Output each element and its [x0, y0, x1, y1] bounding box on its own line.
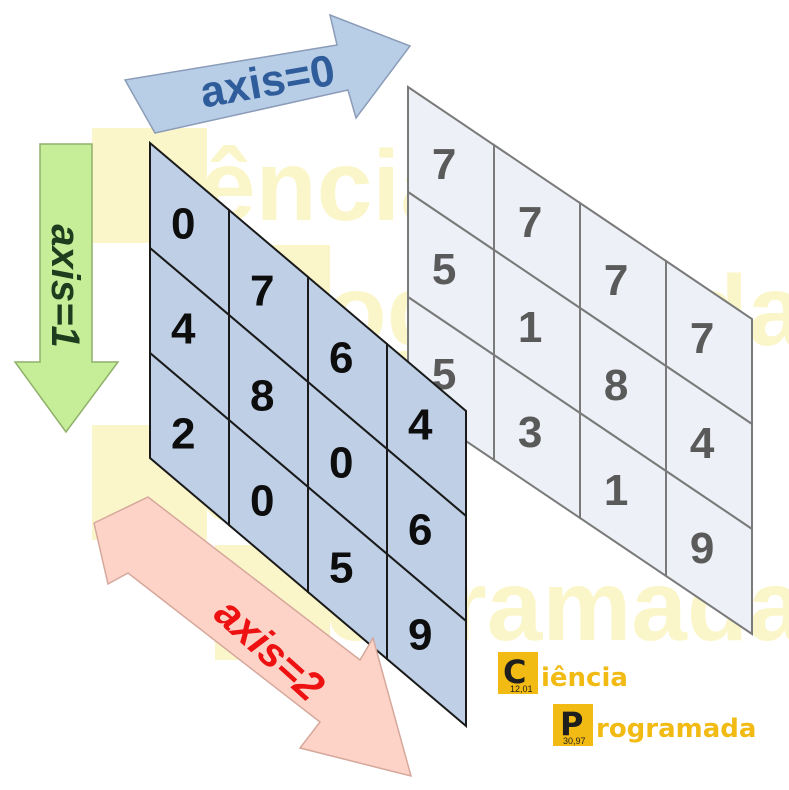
axis0-arrow-shape: [123, 13, 412, 134]
logo-word-ciencia: iência: [541, 663, 628, 693]
front-grid-value: 0: [250, 477, 274, 526]
front-grid-value: 4: [408, 401, 433, 450]
back-grid-cell: [665, 469, 753, 636]
front-grid-value: 8: [250, 372, 274, 421]
back-grid-value: 7: [604, 256, 628, 305]
back-grid-value: 7: [690, 314, 714, 363]
back-grid-value: 7: [518, 198, 542, 247]
logo-symbol-c: C: [503, 653, 526, 691]
back-grid-value: 3: [518, 408, 542, 457]
front-grid-value: 9: [408, 611, 432, 660]
logo-tile-c: [498, 652, 538, 694]
logo-word-programada: rogramada: [596, 714, 756, 744]
back-grid-value: 5: [432, 245, 456, 294]
front-grid-value: 5: [329, 544, 353, 593]
logo-symbol-p: P: [560, 705, 583, 743]
axis1-arrow: axis=1: [13, 143, 120, 434]
front-grid-value: 2: [171, 410, 195, 459]
front-grid-value: 0: [171, 200, 195, 249]
front-grid-value: 7: [250, 267, 274, 316]
front-grid-value: 4: [171, 305, 196, 354]
front-grid-value: 0: [329, 439, 353, 488]
back-grid-value: 7: [432, 140, 456, 189]
logo: C 12,01 iência P 30,97 rogramada: [498, 652, 756, 746]
front-grid: 0 7 6 4 4 8 0 6 2 0 5 9: [149, 140, 467, 729]
axis0-arrow: axis=0: [123, 13, 412, 134]
back-grid-value: 1: [518, 303, 542, 352]
back-grid-value: 8: [604, 361, 628, 410]
axis2-arrow-shape: [93, 496, 413, 778]
front-grid-value: 6: [408, 506, 432, 555]
front-grid-cell: [386, 551, 467, 729]
back-grid-value: 1: [604, 466, 628, 515]
back-grid-value: 9: [690, 524, 714, 573]
logo-number-p: 30,97: [563, 736, 586, 746]
axis1-arrow-shape: [13, 143, 120, 434]
front-grid-value: 6: [329, 334, 353, 383]
axis1-label: axis=1: [43, 224, 87, 347]
logo-tile-p: [553, 704, 593, 746]
back-grid-value: 4: [690, 419, 715, 468]
logo-number-c: 12,01: [510, 684, 533, 694]
